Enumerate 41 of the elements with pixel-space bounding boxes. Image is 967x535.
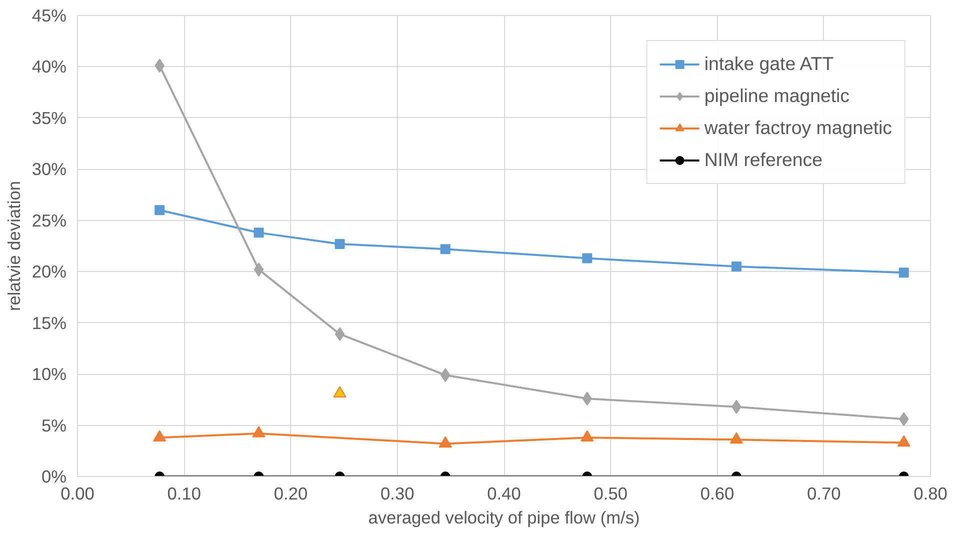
- point: [898, 268, 909, 278]
- y-tick-label: 15%: [32, 312, 67, 333]
- x-tick-label: 0.30: [380, 484, 414, 504]
- point: [254, 262, 264, 277]
- point: [582, 253, 592, 264]
- y-tick-label: 5%: [41, 415, 66, 436]
- point: [154, 205, 165, 216]
- y-axis-title: relatvie deviation: [4, 180, 24, 312]
- point: [254, 228, 264, 238]
- point: [440, 244, 450, 254]
- point: [333, 386, 346, 398]
- point: [731, 261, 742, 272]
- x-tick-label: 0.00: [60, 484, 94, 504]
- x-tick-label: 0.40: [487, 484, 521, 504]
- y-tick-label: 45%: [32, 6, 67, 26]
- x-axis-title: averaged velocity of pipe flow (m/s): [368, 508, 640, 528]
- y-tick-label: 30%: [32, 159, 67, 180]
- point: [730, 432, 743, 444]
- y-tick-label: 35%: [32, 108, 67, 128]
- point: [334, 327, 345, 342]
- y-tick-label: 10%: [32, 364, 67, 384]
- point: [334, 238, 345, 249]
- point: [438, 436, 452, 448]
- x-tick-label: 0.50: [594, 484, 628, 504]
- y-tick-label: 0%: [41, 466, 66, 486]
- y-tick-label: 20%: [32, 262, 67, 282]
- x-tick-label: 0.10: [167, 484, 201, 504]
- point: [252, 426, 266, 438]
- point: [580, 430, 594, 442]
- x-tick-label: 0.80: [914, 484, 948, 504]
- x-tick-label: 0.20: [274, 484, 308, 504]
- legend-label: intake gate ATT: [704, 53, 834, 75]
- legend-label: water factroy magnetic: [704, 117, 892, 139]
- x-tick-label: 0.60: [700, 484, 734, 504]
- legend-label: pipeline magnetic: [704, 85, 850, 107]
- legend-label: NIM reference: [704, 149, 823, 171]
- y-tick-label: 25%: [32, 210, 67, 230]
- x-tick-label: 0.70: [807, 484, 841, 504]
- point: [153, 430, 166, 442]
- y-tick-label: 40%: [32, 56, 67, 77]
- point: [897, 435, 910, 447]
